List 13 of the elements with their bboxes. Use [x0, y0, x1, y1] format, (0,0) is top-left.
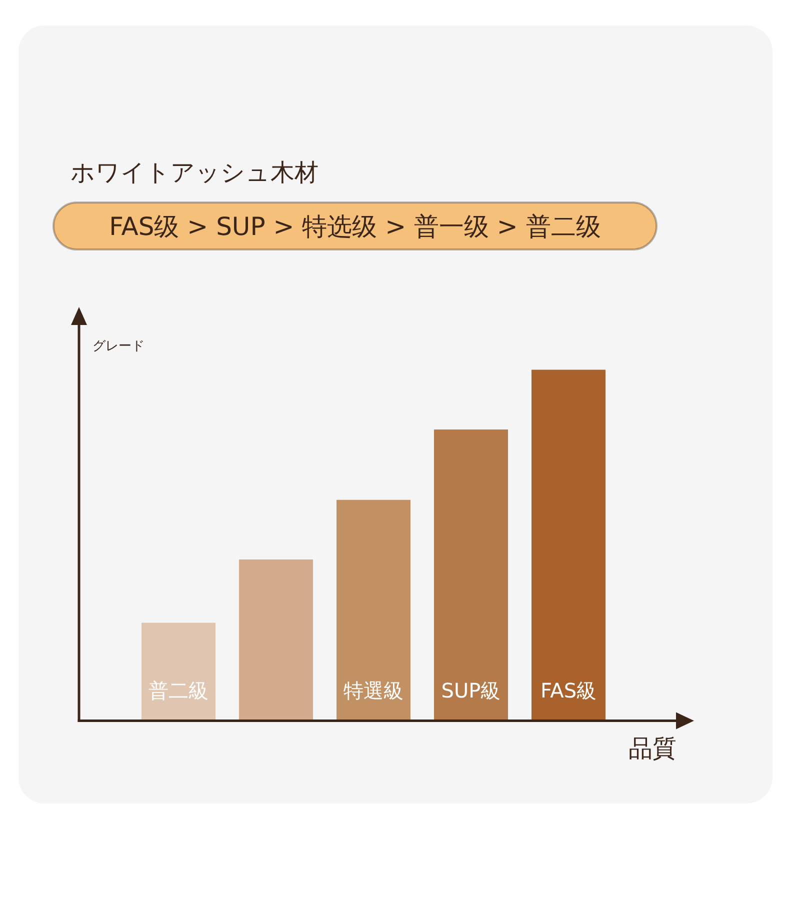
- bar: [336, 500, 410, 722]
- bar: [434, 430, 508, 722]
- bar: [239, 560, 313, 722]
- x-tick-label: FAS級: [540, 678, 597, 702]
- y-axis-title: グレード: [92, 339, 144, 354]
- x-tick-label: 特選級: [344, 678, 404, 702]
- x-tick-label: SUP級: [441, 678, 501, 702]
- x-axis-title: 品質: [628, 734, 676, 762]
- x-tick-label: 普二級: [148, 678, 208, 702]
- bar: [532, 370, 606, 722]
- chart-subtitle: FAS级 > SUP > 特选级 > 普一级 > 普二级: [109, 212, 601, 241]
- chart-title: ホワイトアッシュ木材: [70, 158, 318, 186]
- bar: [142, 622, 216, 722]
